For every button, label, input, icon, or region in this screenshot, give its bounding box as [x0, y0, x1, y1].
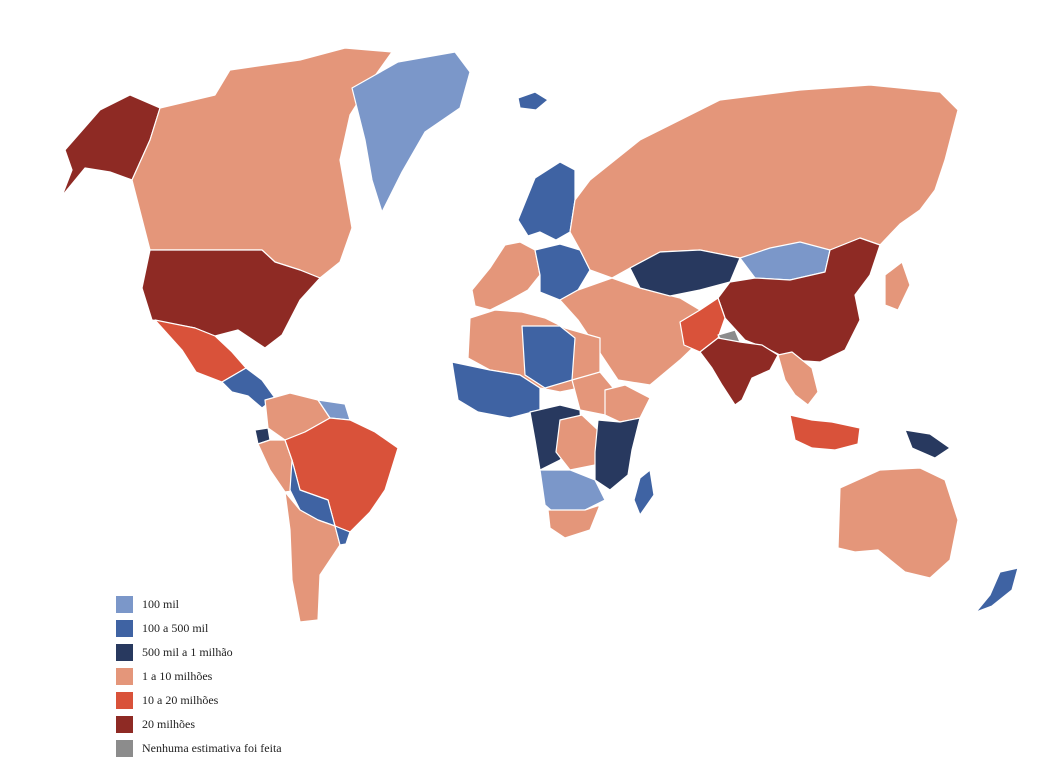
- region-dr-congo: [555, 414, 599, 471]
- region-india: [699, 337, 779, 406]
- legend-label: 1 a 10 milhões: [142, 668, 213, 683]
- region-russia: [569, 84, 959, 279]
- map-legend: 100 mil 100 a 500 mil 500 mil a 1 milhão…: [116, 592, 282, 760]
- legend-swatch: [116, 643, 133, 661]
- legend-label: 20 milhões: [142, 716, 195, 731]
- legend-item: 20 milhões: [116, 712, 282, 736]
- legend-swatch: [116, 739, 133, 757]
- region-uruguay: [334, 525, 351, 546]
- region-south-africa: [547, 504, 601, 539]
- legend-label: 500 mil a 1 milhão: [142, 644, 233, 659]
- region-japan: [884, 261, 911, 311]
- region-png: [904, 429, 951, 459]
- region-southern-africa: [539, 469, 606, 519]
- legend-label: 100 a 500 mil: [142, 620, 209, 635]
- region-australia: [837, 467, 959, 579]
- legend-label: 10 a 20 milhões: [142, 692, 219, 707]
- legend-item: 100 mil: [116, 592, 282, 616]
- region-indonesia: [789, 414, 861, 451]
- region-new-zealand: [975, 567, 1019, 613]
- region-greenland: [351, 51, 471, 213]
- region-ethiopia-horn: [604, 384, 651, 423]
- legend-item: 500 mil a 1 milhão: [116, 640, 282, 664]
- region-china: [717, 237, 881, 363]
- region-pakistan: [679, 297, 726, 353]
- region-libya-niger: [521, 325, 576, 389]
- legend-label: Nenhuma estimativa foi feita: [142, 740, 282, 755]
- legend-item: 100 a 500 mil: [116, 616, 282, 640]
- country-shapes: [61, 47, 1019, 623]
- legend-swatch: [116, 715, 133, 733]
- region-western-europe: [471, 241, 541, 311]
- legend-swatch: [116, 667, 133, 685]
- legend-label: 100 mil: [142, 596, 180, 611]
- region-argentina-chile: [284, 491, 341, 623]
- legend-item: Nenhuma estimativa foi feita: [116, 736, 282, 760]
- region-canada: [131, 47, 393, 279]
- legend-swatch: [116, 595, 133, 613]
- region-east-africa: [594, 417, 641, 491]
- legend-item: 1 a 10 milhões: [116, 664, 282, 688]
- region-scandinavia: [517, 161, 576, 241]
- region-madagascar: [633, 469, 655, 516]
- legend-swatch: [116, 619, 133, 637]
- legend-item: 10 a 20 milhões: [116, 688, 282, 712]
- region-southeast-asia: [777, 351, 819, 406]
- region-iceland: [517, 91, 549, 111]
- legend-swatch: [116, 691, 133, 709]
